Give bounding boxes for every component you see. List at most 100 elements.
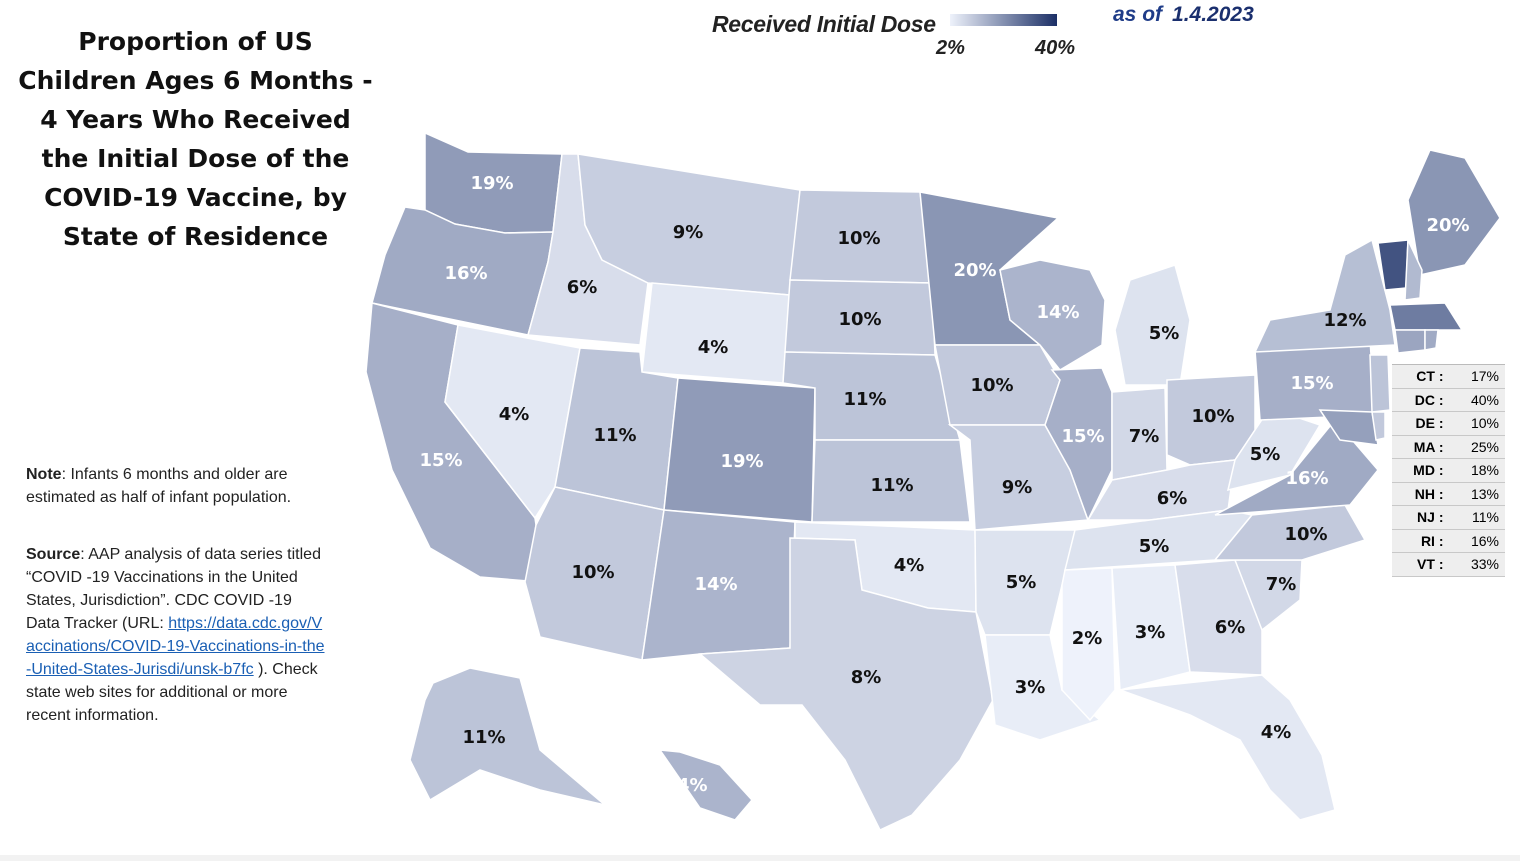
source-heading: Source: [26, 546, 81, 563]
small-state-value: 17%: [1470, 368, 1499, 385]
state-label-ne: 11%: [843, 389, 886, 410]
as-of-date: as of 1.4.2023: [1113, 3, 1254, 27]
new-hampshire-shape: [1404, 239, 1423, 301]
small-state-row: NH : 13%: [1392, 483, 1505, 506]
new-jersey-shape: [1369, 354, 1391, 413]
state-ms: [1061, 567, 1116, 722]
state-label-ia: 10%: [970, 375, 1013, 396]
source-text: : AAP analysis of data series titled “CO…: [26, 546, 321, 632]
small-state-row: DC : 40%: [1392, 389, 1505, 412]
small-state-row: DE : 10%: [1392, 412, 1505, 436]
small-state-abbr: VT :: [1417, 556, 1444, 573]
rhode-island-shape: [1424, 329, 1439, 351]
small-state-row: MD : 18%: [1392, 459, 1505, 483]
state-label-co: 19%: [720, 451, 763, 472]
small-state-value: 25%: [1470, 438, 1499, 455]
maryland-shape: [1318, 409, 1379, 446]
small-state-abbr: RI :: [1420, 532, 1444, 549]
small-state-abbr: NJ :: [1417, 509, 1444, 526]
state-label-il: 15%: [1061, 426, 1104, 447]
state-tx: [698, 537, 994, 831]
state-label-me: 20%: [1426, 215, 1469, 236]
map-title: Proportion of US Children Ages 6 Months …: [18, 27, 373, 251]
legend-gradient-bar: [950, 14, 1057, 26]
note-block: Note: Infants 6 months and older are est…: [26, 463, 326, 509]
state-ak: [409, 667, 606, 806]
state-wv: [1226, 398, 1322, 492]
legend-min-label: 2%: [936, 37, 965, 59]
state-ks: [811, 439, 971, 523]
source-after: ). Check state web sites for additional …: [26, 661, 318, 724]
small-state-value: 11%: [1472, 509, 1499, 526]
small-state-value: 13%: [1470, 485, 1499, 502]
state-label-mn: 20%: [953, 260, 996, 281]
connecticut-shape: [1394, 329, 1426, 354]
as-of-prefix: as of: [1113, 3, 1163, 26]
state-label-ut: 11%: [593, 425, 636, 446]
state-label-wy: 4%: [698, 337, 729, 358]
small-state-value: 33%: [1470, 556, 1499, 573]
delaware-shape: [1371, 411, 1386, 441]
small-state-abbr: DC :: [1414, 391, 1444, 408]
small-state-row: CT : 17%: [1392, 365, 1505, 389]
state-label-mo: 9%: [1002, 477, 1033, 498]
state-me: [1407, 149, 1501, 276]
as-of-date-value: 1.4.2023: [1172, 3, 1254, 26]
state-label-tx: 8%: [851, 667, 882, 688]
small-state-row: MA : 25%: [1392, 436, 1505, 459]
small-state-row: RI : 16%: [1392, 530, 1505, 553]
state-ny: [1253, 238, 1396, 353]
small-state-value: 18%: [1470, 462, 1499, 479]
small-state-abbr: NH :: [1414, 485, 1444, 502]
state-label-al: 3%: [1135, 622, 1166, 643]
state-label-ca: 15%: [419, 450, 462, 471]
state-label-ky: 6%: [1157, 488, 1188, 509]
state-va: [1214, 418, 1379, 516]
small-state-abbr: CT :: [1416, 368, 1444, 385]
note-text: : Infants 6 months and older are estimat…: [26, 466, 292, 506]
state-label-wi: 14%: [1036, 302, 1079, 323]
state-label-ak: 11%: [462, 727, 505, 748]
state-label-la: 3%: [1015, 677, 1046, 698]
state-nc: [1213, 504, 1367, 561]
small-state-row: NJ : 11%: [1392, 506, 1505, 530]
state-label-ok: 4%: [894, 555, 925, 576]
state-label-in: 7%: [1129, 426, 1160, 447]
note-heading: Note: [26, 466, 62, 483]
state-label-fl: 4%: [1261, 722, 1292, 743]
state-label-va: 16%: [1285, 468, 1328, 489]
state-label-id: 6%: [567, 277, 598, 298]
state-label-ms: 2%: [1072, 628, 1103, 649]
small-state-value: 10%: [1470, 415, 1499, 432]
massachusetts-shape: [1389, 302, 1464, 331]
small-state-row: VT : 33%: [1392, 553, 1505, 577]
state-label-az: 10%: [571, 562, 614, 583]
state-label-sd: 10%: [838, 309, 881, 330]
state-label-hi: 14%: [664, 775, 707, 796]
state-label-wa: 19%: [470, 173, 513, 194]
state-label-or: 16%: [444, 263, 487, 284]
legend-label: Received Initial Dose: [712, 11, 936, 37]
state-label-mt: 9%: [673, 222, 704, 243]
legend-max-label: 40%: [1035, 37, 1076, 59]
small-state-value: 40%: [1470, 391, 1499, 408]
state-la: [984, 634, 1102, 741]
state-label-tn: 5%: [1139, 536, 1170, 557]
state-fl: [1119, 674, 1336, 821]
state-nv: [444, 324, 581, 520]
small-state-value: 16%: [1470, 532, 1499, 549]
state-label-nm: 14%: [694, 574, 737, 595]
state-label-ny: 12%: [1323, 310, 1366, 331]
state-label-nv: 4%: [499, 404, 530, 425]
source-link[interactable]: https://data.cdc.gov/Vaccinations/COVID-…: [26, 615, 325, 678]
state-wi: [999, 259, 1106, 371]
small-state-abbr: MD :: [1413, 462, 1444, 479]
state-label-mi: 5%: [1149, 323, 1180, 344]
state-label-ga: 6%: [1215, 617, 1246, 638]
state-label-nc: 10%: [1284, 524, 1327, 545]
state-co: [663, 377, 816, 523]
state-label-ar: 5%: [1006, 572, 1037, 593]
source-block: Source: AAP analysis of data series titl…: [26, 543, 326, 727]
small-states-table: CT : 17% DC : 40% DE : 10% MA : 25% MD : 18% NH : 1…: [1392, 364, 1505, 577]
